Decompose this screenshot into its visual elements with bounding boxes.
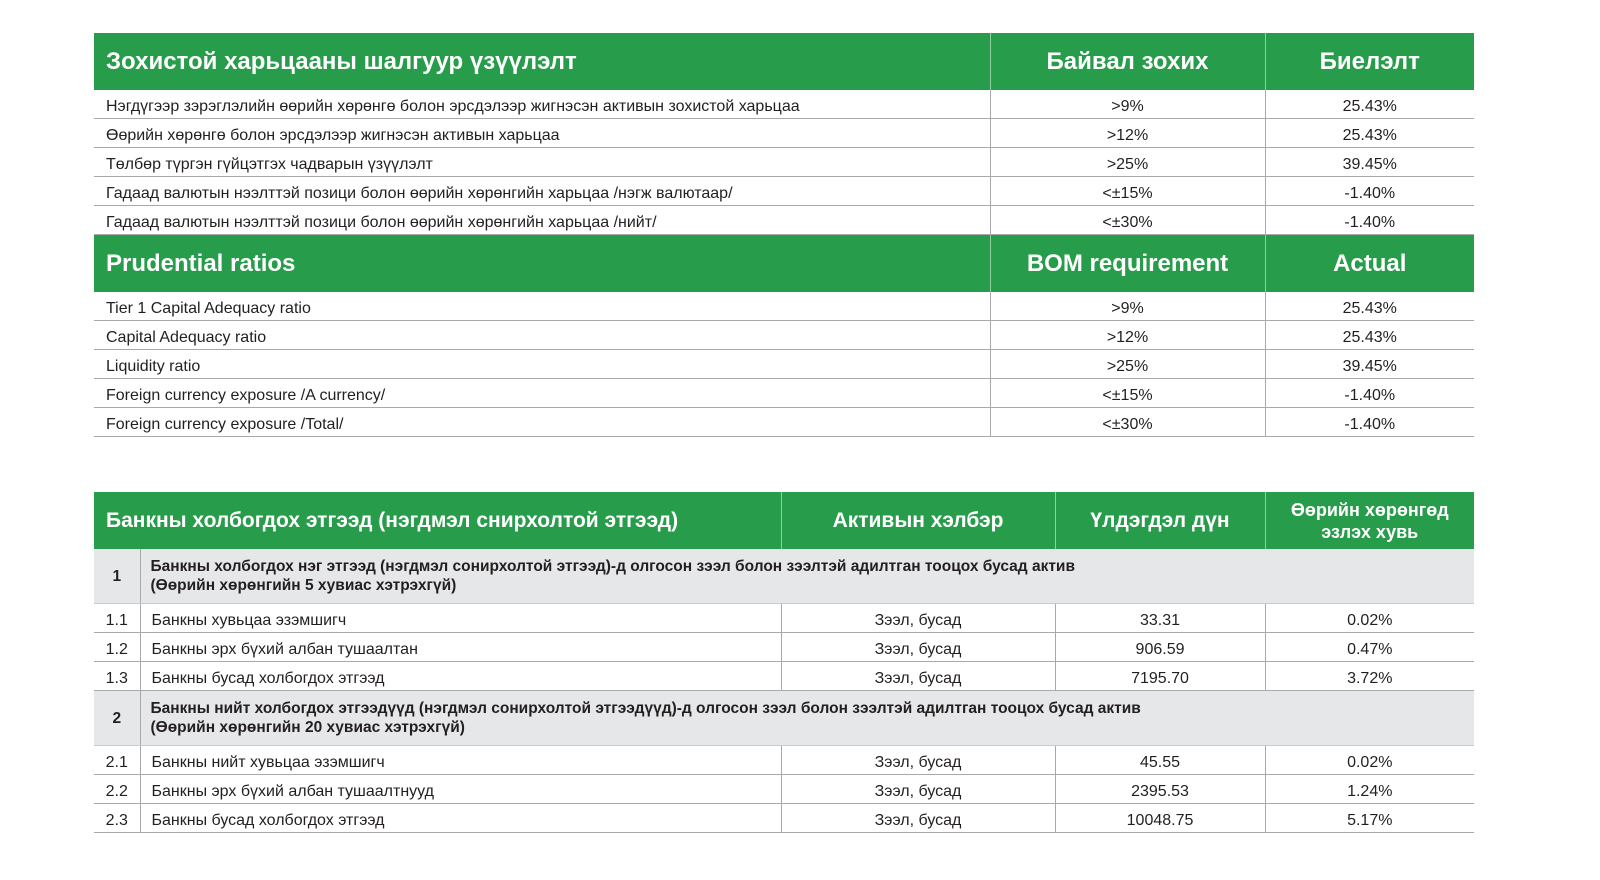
row-number: 2.2 [94, 774, 140, 804]
share: 1.24% [1264, 774, 1475, 804]
table-row: Гадаад валютын нээлттэй позици болон өөр… [94, 176, 1474, 206]
row-number: 1.3 [94, 661, 140, 691]
asset-type: Зээл, бусад [780, 774, 1056, 804]
table-row: 1.3 Банкны бусад холбогдох этгээд Зээл, бу… [94, 661, 1475, 691]
ratio-name: Tier 1 Capital Adequacy ratio [94, 292, 990, 321]
section-number: 2 [94, 690, 140, 746]
requirement: <±30% [989, 407, 1265, 437]
share: 0.02% [1264, 745, 1475, 775]
header-cell: Prudential ratios [94, 234, 990, 292]
party-name: Банкны бусад холбогдох этгээд [139, 661, 782, 691]
asset-type: Зээл, бусад [780, 632, 1056, 662]
balance: 2395.53 [1054, 774, 1266, 804]
header-asset-type: Активын хэлбэр [780, 492, 1056, 549]
section-row: 2 Банкны нийт холбогдох этгээдүүд (нэгдмэ… [94, 690, 1475, 746]
asset-type: Зээл, бусад [780, 803, 1056, 833]
ratio-name: Foreign currency exposure /A currency/ [94, 378, 990, 408]
row-number: 2.1 [94, 745, 140, 775]
header-balance: Үлдэгдэл дүн [1054, 492, 1266, 549]
ratio-name: Foreign currency exposure /Total/ [94, 407, 990, 437]
section-number: 1 [94, 549, 140, 604]
party-name: Банкны эрх бүхий албан тушаалтнууд [139, 774, 782, 804]
table-row: Tier 1 Capital Adequacy ratio >9% 25.43% [94, 292, 1474, 321]
table-row: Өөрийн хөрөнгө болон эрсдэлээр жигнэсэн … [94, 118, 1474, 148]
party-name: Банкны бусад холбогдох этгээд [139, 803, 782, 833]
table-row: 1.1 Банкны хувьцаа эзэмшигч Зээл, бусад 33.… [94, 603, 1475, 633]
balance: 33.31 [1054, 603, 1266, 633]
balance: 906.59 [1054, 632, 1266, 662]
party-name: Банкны эрх бүхий албан тушаалтан [139, 632, 782, 662]
actual: 25.43% [1264, 320, 1474, 350]
actual: -1.40% [1264, 176, 1474, 206]
table-row: 2.3 Банкны бусад холбогдох этгээд Зээл, бу… [94, 803, 1475, 833]
actual: 25.43% [1264, 118, 1474, 148]
ratio-name: Capital Adequacy ratio [94, 320, 990, 350]
requirement: >25% [989, 349, 1265, 379]
section-subtitle: (Өөрийн хөрөнгийн 20 хувиас хэтрэхгүй) [150, 719, 465, 736]
header-cell: Actual [1264, 234, 1474, 292]
requirement: <±15% [989, 378, 1265, 408]
ratio-name: Гадаад валютын нээлттэй позици болон өөр… [94, 205, 990, 235]
table-row: Нэгдүгээр зэрэглэлийн өөрийн хөрөнгө бол… [94, 90, 1474, 119]
ratio-name: Өөрийн хөрөнгө болон эрсдэлээр жигнэсэн … [94, 118, 990, 148]
header-related-party: Банкны холбогдох этгээд (нэгдмэл снирхол… [94, 492, 782, 549]
table-row: Foreign currency exposure /A currency/<±… [94, 378, 1474, 408]
row-number: 2.3 [94, 803, 140, 833]
actual: 25.43% [1264, 90, 1474, 119]
section-title: Банкны холбогдох нэг этгээд (нэгдмэл сон… [150, 558, 1075, 575]
table-row: Capital Adequacy ratio >12% 25.43% [94, 320, 1474, 350]
actual: 39.45% [1264, 349, 1474, 379]
requirement: <±15% [989, 176, 1265, 206]
balance: 7195.70 [1054, 661, 1266, 691]
table-row: Liquidity ratio >25% 39.45% [94, 349, 1474, 379]
requirement: <±30% [989, 205, 1265, 235]
requirement: >12% [989, 118, 1265, 148]
header-cell: Байвал зохих [989, 33, 1265, 90]
table-row: Foreign currency exposure /Total/<±30% -1… [94, 407, 1474, 437]
share: 5.17% [1264, 803, 1475, 833]
table-row: 2.1 Банкны нийт хувьцаа эзэмшигч Зээл, бус… [94, 745, 1475, 775]
asset-type: Зээл, бусад [780, 745, 1056, 775]
prudential-ratios-table: Зохистой харьцааны шалгуур үзүүлэлт Байва… [94, 33, 1474, 437]
header-share-of-equity: Өөрийн хөрөнгөд эзлэх хувь [1264, 492, 1475, 549]
header-cell: Зохистой харьцааны шалгуур үзүүлэлт [94, 33, 990, 90]
ratio-name: Liquidity ratio [94, 349, 990, 379]
actual: -1.40% [1264, 378, 1474, 408]
table-row: Гадаад валютын нээлттэй позици болон өөр… [94, 205, 1474, 235]
section-row: 1 Банкны холбогдох нэг этгээд (нэгдмэл со… [94, 549, 1475, 604]
requirement: >9% [989, 90, 1265, 119]
balance: 10048.75 [1054, 803, 1266, 833]
requirement: >25% [989, 147, 1265, 177]
row-number: 1.1 [94, 603, 140, 633]
actual: 39.45% [1264, 147, 1474, 177]
header-cell: Биелэлт [1264, 33, 1474, 90]
section-subtitle: (Өөрийн хөрөнгийн 5 хувиас хэтрэхгүй) [150, 577, 457, 594]
related-parties-table: Банкны холбогдох этгээд (нэгдмэл снирхол… [94, 492, 1475, 833]
actual: -1.40% [1264, 205, 1474, 235]
table-row: 1.2 Банкны эрх бүхий албан тушаалтан Зээл,… [94, 632, 1475, 662]
table-header-row: Зохистой харьцааны шалгуур үзүүлэлт Байва… [94, 33, 1474, 90]
ratio-name: Гадаад валютын нээлттэй позици болон өөр… [94, 176, 990, 206]
share: 0.47% [1264, 632, 1475, 662]
section-title: Банкны нийт холбогдох этгээдүүд (нэгдмэл… [150, 700, 1141, 717]
party-name: Банкны нийт хувьцаа эзэмшигч [139, 745, 782, 775]
asset-type: Зээл, бусад [780, 661, 1056, 691]
ratio-name: Нэгдүгээр зэрэглэлийн өөрийн хөрөнгө бол… [94, 90, 990, 119]
header-cell: BOM requirement [989, 234, 1265, 292]
balance: 45.55 [1054, 745, 1266, 775]
actual: -1.40% [1264, 407, 1474, 437]
row-number: 1.2 [94, 632, 140, 662]
asset-type: Зээл, бусад [780, 603, 1056, 633]
table-row: Төлбөр түргэн гүйцэтгэх чадварын үзүүлэл… [94, 147, 1474, 177]
share: 0.02% [1264, 603, 1475, 633]
party-name: Банкны хувьцаа эзэмшигч [139, 603, 782, 633]
table-row: 2.2 Банкны эрх бүхий албан тушаалтнууд Зээ… [94, 774, 1475, 804]
share: 3.72% [1264, 661, 1475, 691]
requirement: >9% [989, 292, 1265, 321]
ratio-name: Төлбөр түргэн гүйцэтгэх чадварын үзүүлэл… [94, 147, 990, 177]
requirement: >12% [989, 320, 1265, 350]
actual: 25.43% [1264, 292, 1474, 321]
table-header-row: Prudential ratios BOM requirement Actual [94, 234, 1474, 292]
